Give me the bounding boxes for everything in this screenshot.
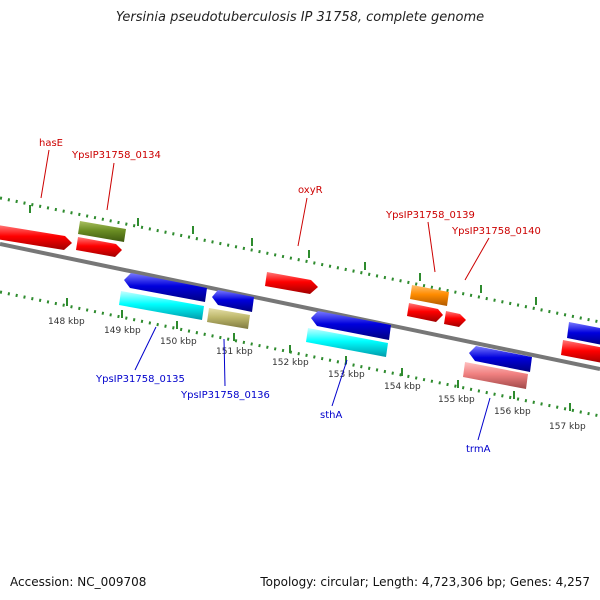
forward-leaders [40,149,490,281]
gene-block-YpsIP31758_0135[interactable] [119,291,204,320]
scale-label: 157 kbp [549,422,586,432]
gene-arrow-YpsIP31758_0139[interactable] [407,303,443,322]
gene-arrow-oxyR[interactable] [265,272,318,294]
gene-arrow-hasE[interactable] [0,225,72,250]
genome-backbone [0,242,600,371]
gene-label-sthA[interactable]: sthA [320,410,342,421]
gene-arrow-blue-1[interactable] [124,273,207,302]
genome-summary-text: Topology: circular; Length: 4,723,306 bp… [260,575,590,589]
scale-label: 154 kbp [384,382,421,392]
gene-label-YpsIP31758_0140[interactable]: YpsIP31758_0140 [451,226,541,237]
accession-text: Accession: NC_009708 [10,575,147,589]
gene-block-right-blue[interactable] [567,322,600,346]
reverse-leaders [134,326,491,441]
gene-label-oxyR[interactable]: oxyR [298,185,323,196]
gene-arrow-YpsIP31758_0134[interactable] [76,237,122,257]
map-title: Yersinia pseudotuberculosis IP 31758, co… [115,10,485,25]
gene-arrow-YpsIP31758_0140[interactable] [444,311,466,327]
scale-label: 156 kbp [494,407,531,417]
scale-label: 148 kbp [48,317,85,327]
forward-genes [0,221,600,364]
upper-dotted-track [0,196,600,324]
gene-label-hasE[interactable]: hasE [39,138,63,149]
scale-label: 155 kbp [438,395,475,405]
gene-label-YpsIP31758_0135[interactable]: YpsIP31758_0135 [95,374,185,385]
scale-label: 151 kbp [216,347,253,357]
scale-label: 149 kbp [104,326,141,336]
gene-arrow-sthA[interactable] [311,311,391,340]
scale-label: 150 kbp [160,337,197,347]
gene-arrow-trmA[interactable] [469,346,532,372]
reverse-genes [119,273,532,389]
gene-block-sthA[interactable] [306,328,388,357]
upper-ticks [29,205,537,305]
gene-label-YpsIP31758_0139[interactable]: YpsIP31758_0139 [385,210,475,221]
scale-label: 152 kbp [272,358,309,368]
gene-label-YpsIP31758_0134[interactable]: YpsIP31758_0134 [71,150,161,161]
gene-label-YpsIP31758_0136[interactable]: YpsIP31758_0136 [180,390,270,401]
gene-block-YpsIP31758_0139[interactable] [410,285,449,306]
gene-label-trmA[interactable]: trmA [466,444,491,455]
gene-block-YpsIP31758_0136[interactable] [207,308,250,329]
gene-block-YpsIP31758_0134[interactable] [78,221,126,242]
gene-block-trmA[interactable] [463,362,528,389]
scale-label: 153 kbp [328,370,365,380]
gene-arrow-blue-2[interactable] [212,290,254,312]
gene-block-right-red[interactable] [561,340,600,364]
